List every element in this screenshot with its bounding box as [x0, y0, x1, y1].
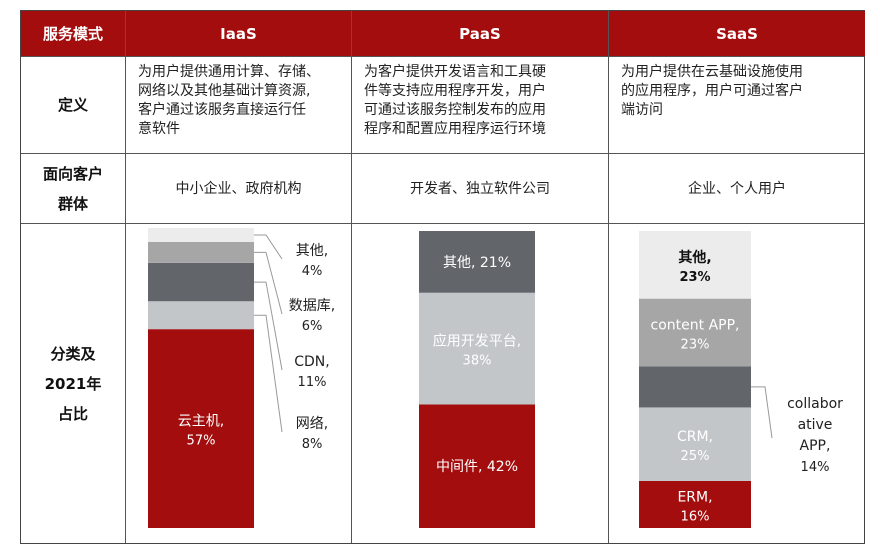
definition-line: 的应用程序，用户可通过客户 — [621, 83, 803, 99]
column-divider — [351, 11, 352, 543]
data-label: 应用开发平台, — [433, 333, 521, 350]
data-label: 其他, — [296, 243, 328, 259]
data-label: collabor — [787, 396, 843, 412]
definition-iaas: 为用户提供通用计算、存储、 网络以及其他基础计算资源, 客户通过该服务直接运行任… — [138, 63, 348, 139]
data-label: 中间件, 42% — [436, 459, 518, 475]
header-paas-label: PaaS — [459, 24, 501, 43]
bar-segment — [419, 404, 535, 528]
definition-line: 为客户提供开发语言和工具硬 — [364, 64, 546, 80]
customers-text: 开发者、独立软件公司 — [410, 181, 550, 197]
leader-line — [254, 234, 283, 260]
bar-segment — [639, 231, 751, 299]
data-label: 4% — [302, 264, 323, 279]
bar-segment — [148, 329, 254, 528]
definition-line: 客户通过该服务直接运行任 — [138, 102, 306, 118]
definition-paas: 为客户提供开发语言和工具硬 件等支持应用程序开发，用户 可通过该服务控制发布的应… — [364, 63, 604, 139]
bar-segment — [148, 228, 254, 242]
bar-segment — [148, 301, 254, 330]
data-label: CRM, — [677, 429, 713, 445]
leader-line — [751, 386, 773, 439]
data-label: ative — [798, 417, 833, 433]
leader-line — [254, 251, 283, 315]
data-label: 57% — [187, 434, 216, 449]
leader-line — [254, 314, 283, 433]
definition-line: 网络以及其他基础计算资源, — [138, 83, 311, 99]
data-label: 23% — [681, 337, 710, 352]
data-label: 25% — [681, 449, 710, 464]
header-iaas: IaaS — [126, 11, 351, 56]
definition-line: 端访问 — [621, 102, 663, 118]
data-label: 14% — [801, 460, 830, 475]
data-label: 23% — [679, 270, 710, 285]
bar-segment — [639, 480, 751, 528]
data-label: 其他, — [678, 249, 711, 266]
header-label: 服务模式 — [42, 25, 103, 43]
row-label-text: 分类及 — [50, 345, 96, 363]
definition-line: 为用户提供通用计算、存储、 — [138, 64, 320, 80]
definition-line: 意软件 — [138, 121, 180, 137]
row-label-share: 分类及 2021年 占比 — [21, 224, 125, 544]
data-label: 6% — [302, 319, 323, 334]
row-label-text: 群体 — [57, 194, 88, 213]
data-label: 数据库, — [289, 298, 335, 314]
data-label: CDN, — [294, 354, 329, 370]
bar-segment — [419, 292, 535, 405]
row-label-definition: 定义 — [21, 57, 125, 153]
row-label-text: 占比 — [57, 405, 88, 423]
data-label: APP, — [800, 438, 831, 454]
row-label-text: 面向客户 — [42, 164, 103, 183]
service-model-table: 服务模式 IaaS PaaS SaaS 定义 面向客户 群体 分类及 2021年… — [20, 10, 865, 544]
bar-segment — [639, 407, 751, 481]
data-label: content APP, — [651, 317, 740, 333]
data-label: 38% — [463, 354, 492, 369]
data-label: 11% — [298, 375, 327, 390]
row-label-customers: 面向客户 群体 — [21, 154, 125, 223]
data-label: 8% — [302, 437, 323, 452]
row-divider — [21, 223, 864, 224]
row-label-text: 2021年 — [44, 375, 102, 393]
header-iaas-label: IaaS — [220, 24, 257, 43]
data-label: 网络, — [296, 416, 328, 432]
customers-iaas: 中小企业、政府机构 — [126, 153, 351, 223]
bar-segment — [419, 231, 535, 293]
customers-paas: 开发者、独立软件公司 — [352, 153, 608, 223]
data-label: 云主机, — [178, 414, 224, 430]
bar-segment — [148, 262, 254, 302]
column-divider — [608, 11, 609, 543]
definition-saas: 为用户提供在云基础设施使用 的应用程序，用户可通过客户 端访问 — [621, 63, 861, 120]
customers-saas: 企业、个人用户 — [609, 153, 865, 223]
header-paas: PaaS — [352, 11, 608, 56]
bar-segment — [639, 298, 751, 367]
row-divider — [21, 56, 864, 57]
row-divider — [21, 153, 864, 154]
customers-text: 企业、个人用户 — [688, 181, 786, 197]
bar-segment — [639, 366, 751, 408]
row-label-text: 定义 — [57, 96, 88, 114]
definition-line: 为用户提供在云基础设施使用 — [621, 64, 803, 80]
column-divider — [125, 11, 126, 543]
data-label: 16% — [681, 509, 710, 524]
header-service-model: 服务模式 — [21, 11, 125, 56]
data-label: ERM, — [677, 489, 712, 505]
leader-line — [254, 281, 283, 371]
bar-segment — [148, 241, 254, 263]
header-saas-label: SaaS — [716, 24, 758, 43]
data-label: 其他, 21% — [443, 255, 511, 271]
header-saas: SaaS — [609, 11, 865, 56]
definition-line: 程序和配置应用程序运行环境 — [364, 121, 546, 137]
customers-text: 中小企业、政府机构 — [175, 181, 302, 197]
definition-line: 件等支持应用程序开发，用户 — [364, 83, 546, 99]
definition-line: 可通过该服务控制发布的应用 — [364, 102, 546, 118]
